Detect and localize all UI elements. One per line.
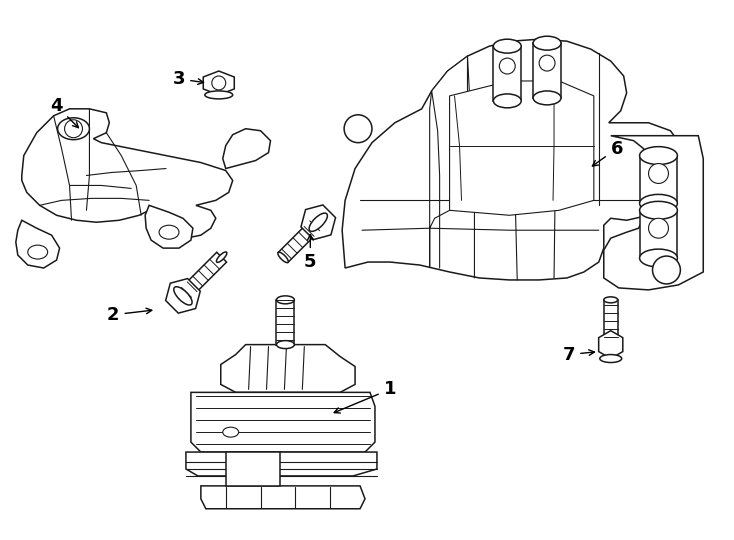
- Circle shape: [539, 55, 555, 71]
- Polygon shape: [145, 205, 193, 248]
- Ellipse shape: [639, 194, 677, 212]
- Polygon shape: [533, 43, 561, 98]
- Ellipse shape: [309, 213, 327, 232]
- Polygon shape: [186, 452, 377, 476]
- Ellipse shape: [159, 225, 179, 239]
- Ellipse shape: [600, 355, 622, 362]
- Ellipse shape: [174, 287, 192, 305]
- Ellipse shape: [217, 252, 227, 262]
- Polygon shape: [221, 345, 355, 393]
- Polygon shape: [493, 46, 521, 101]
- Ellipse shape: [28, 245, 48, 259]
- Ellipse shape: [604, 297, 618, 303]
- Text: 7: 7: [563, 346, 595, 363]
- Polygon shape: [301, 205, 335, 240]
- Ellipse shape: [533, 91, 561, 105]
- Ellipse shape: [493, 39, 521, 53]
- Ellipse shape: [639, 201, 677, 219]
- Text: 5: 5: [304, 234, 316, 271]
- Circle shape: [649, 164, 669, 184]
- Polygon shape: [639, 156, 677, 204]
- Ellipse shape: [533, 36, 561, 50]
- Circle shape: [344, 115, 372, 143]
- Polygon shape: [178, 252, 227, 301]
- Text: 1: 1: [334, 380, 396, 413]
- Polygon shape: [604, 136, 703, 290]
- Ellipse shape: [639, 147, 677, 165]
- Text: 4: 4: [51, 97, 79, 127]
- Polygon shape: [429, 56, 468, 268]
- Ellipse shape: [639, 249, 677, 267]
- Polygon shape: [639, 210, 677, 258]
- Ellipse shape: [493, 94, 521, 108]
- Polygon shape: [222, 129, 271, 168]
- Text: 3: 3: [172, 70, 203, 88]
- Ellipse shape: [277, 296, 294, 304]
- Polygon shape: [166, 279, 200, 313]
- Polygon shape: [16, 220, 59, 268]
- Circle shape: [65, 120, 82, 138]
- Polygon shape: [277, 300, 294, 345]
- Polygon shape: [604, 300, 618, 345]
- Polygon shape: [342, 39, 686, 280]
- Polygon shape: [191, 393, 375, 452]
- Ellipse shape: [57, 118, 90, 140]
- Circle shape: [499, 58, 515, 74]
- Polygon shape: [226, 452, 280, 486]
- Text: 2: 2: [107, 306, 152, 324]
- Ellipse shape: [205, 91, 233, 99]
- Ellipse shape: [277, 341, 294, 349]
- Polygon shape: [22, 109, 233, 238]
- Text: 6: 6: [592, 140, 623, 166]
- Circle shape: [649, 218, 669, 238]
- Circle shape: [653, 256, 680, 284]
- Ellipse shape: [222, 427, 239, 437]
- Ellipse shape: [278, 252, 288, 262]
- Polygon shape: [278, 217, 323, 262]
- Polygon shape: [203, 71, 234, 95]
- Polygon shape: [599, 330, 623, 359]
- Circle shape: [212, 76, 226, 90]
- Polygon shape: [201, 486, 365, 509]
- Polygon shape: [449, 81, 594, 215]
